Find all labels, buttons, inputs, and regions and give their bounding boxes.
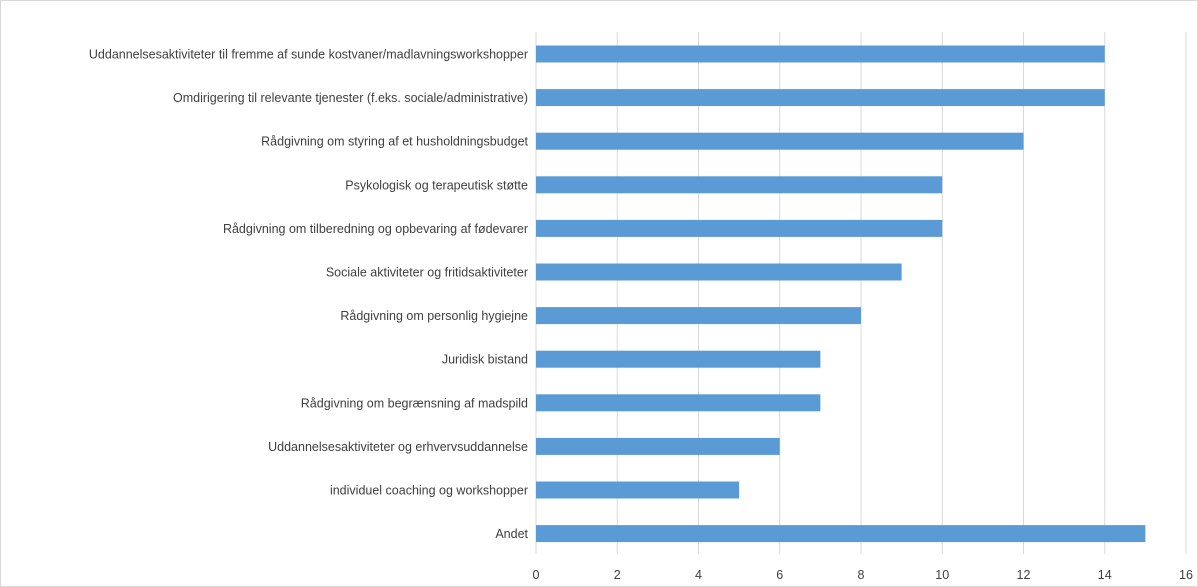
- x-tick-label: 4: [695, 568, 702, 582]
- x-tick-label: 2: [614, 568, 621, 582]
- bars: [536, 45, 1146, 543]
- category-label: Rådgivning om begrænsning af madspild: [301, 396, 528, 410]
- x-tick-label: 0: [533, 568, 540, 582]
- x-tick-label: 12: [1017, 568, 1031, 582]
- x-tick-label: 6: [776, 568, 783, 582]
- x-tick-label: 8: [858, 568, 865, 582]
- x-axis-tick-labels: 0 2 4 6 8 10 12 14 16: [533, 568, 1193, 582]
- bar: [536, 176, 943, 194]
- bar: [536, 132, 1024, 150]
- category-label: Uddannelsesaktiviteter til fremme af sun…: [89, 48, 528, 62]
- category-label: Psykologisk og terapeutisk støtte: [345, 178, 528, 192]
- bar: [536, 481, 740, 499]
- bar: [536, 525, 1146, 543]
- bar: [536, 263, 902, 281]
- x-tick-label: 10: [935, 568, 949, 582]
- bar: [536, 437, 780, 455]
- category-label: Sociale aktiviteter og fritidsaktivitete…: [326, 266, 528, 280]
- category-label: Juridisk bistand: [442, 353, 528, 367]
- bar: [536, 219, 943, 237]
- category-label: Andet: [495, 527, 528, 541]
- bar: [536, 89, 1105, 107]
- bar: [536, 45, 1105, 63]
- category-label: Rådgivning om styring af et husholdnings…: [261, 135, 528, 149]
- bar: [536, 350, 821, 368]
- category-labels: Uddannelsesaktiviteter til fremme af sun…: [89, 48, 529, 542]
- gridlines: [535, 32, 1187, 554]
- x-tick-label: 16: [1179, 568, 1193, 582]
- category-label: Rådgivning om tilberedning og opbevaring…: [223, 222, 528, 236]
- category-label: Omdirigering til relevante tjenester (f.…: [173, 91, 528, 105]
- category-label: Rådgivning om personlig hygiejne: [340, 309, 528, 323]
- bar: [536, 307, 861, 325]
- category-label: individuel coaching og workshopper: [330, 484, 528, 498]
- category-label: Uddannelsesaktiviteter og erhvervsuddann…: [268, 440, 528, 454]
- bar: [536, 394, 821, 412]
- x-tick-label: 14: [1098, 568, 1112, 582]
